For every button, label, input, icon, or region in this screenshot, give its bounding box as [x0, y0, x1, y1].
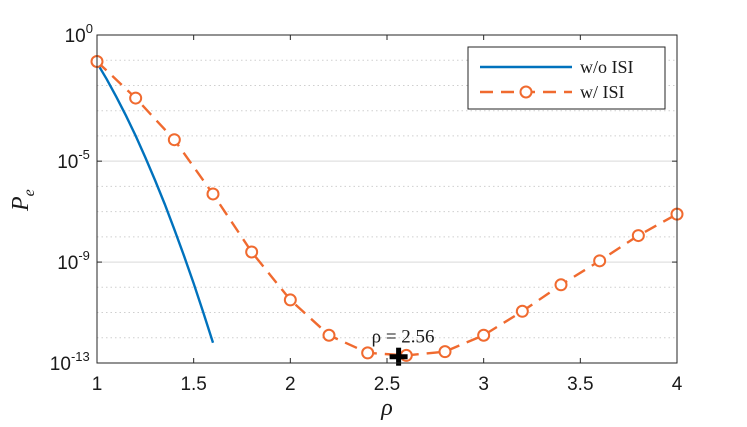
data-point-w-isi — [438, 345, 452, 359]
y-axis-label-main: P — [8, 196, 34, 212]
data-point-w-isi — [322, 328, 336, 342]
data-point-w-isi — [554, 278, 568, 292]
x-tick-label: 3.5 — [567, 374, 593, 395]
x-axis-label: ρ — [380, 395, 393, 421]
series-layer — [90, 54, 684, 362]
data-point-w-isi — [361, 346, 375, 360]
data-point-w-isi — [129, 91, 143, 105]
legend: w/o ISI w/ ISI — [467, 46, 666, 110]
data-point-w-isi — [167, 133, 181, 147]
data-point-w-isi — [283, 293, 297, 307]
legend-marker-w-isi — [519, 85, 533, 99]
series-line-w-isi — [97, 60, 677, 357]
data-point-w-isi — [206, 187, 220, 201]
x-tick-label: 1.5 — [180, 374, 206, 395]
x-tick-label: 1 — [92, 374, 103, 395]
legend-label-wo-isi: w/o ISI — [580, 57, 634, 77]
data-point-w-isi — [477, 328, 491, 342]
y-tick-label: 10-13 — [50, 349, 90, 375]
x-tick-label: 2 — [285, 374, 296, 395]
x-tick-label: 4 — [672, 374, 683, 395]
y-tick-label: 10-9 — [57, 248, 90, 274]
legend-box — [467, 46, 666, 110]
y-tick-label: 100 — [65, 21, 93, 47]
data-point-w-isi — [631, 229, 645, 243]
y-axis-label-subscript: e — [21, 189, 38, 196]
series-line-wo-isi — [97, 62, 215, 344]
x-tick-label: 2.5 — [374, 374, 400, 395]
ticks: 1 1.5 2 2.5 3 3.5 4 100 10-5 10-9 10-13 — [50, 21, 683, 395]
data-point-w-isi — [515, 304, 529, 318]
x-tick-label: 3 — [478, 374, 489, 395]
annotation-label: ρ = 2.56 — [372, 327, 435, 348]
grid — [97, 59, 677, 339]
legend-label-w-isi: w/ ISI — [580, 82, 625, 102]
data-point-w-isi — [593, 254, 607, 268]
y-axis-label: Pe — [8, 189, 38, 212]
y-tick-label: 10-5 — [57, 147, 90, 173]
data-point-w-isi — [245, 245, 259, 259]
